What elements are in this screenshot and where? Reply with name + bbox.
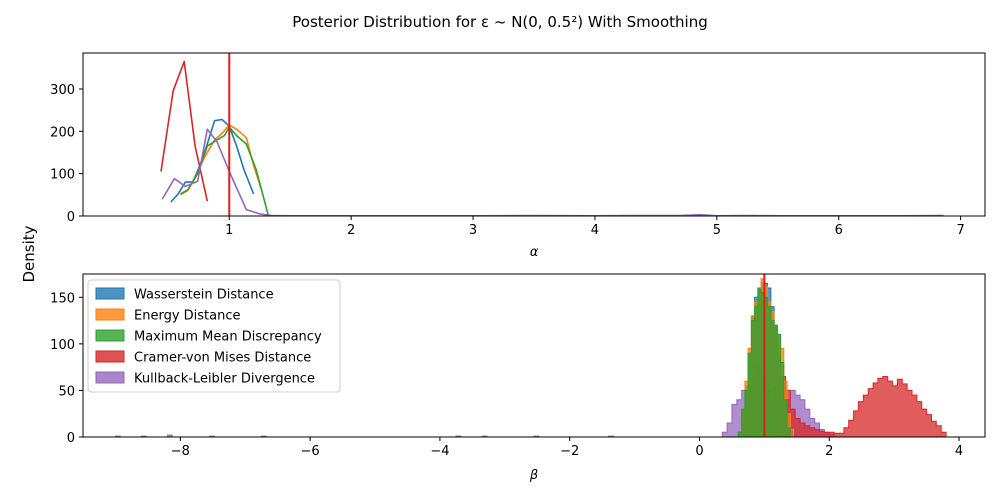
- beta-x-tick-label: −4: [430, 444, 449, 459]
- alpha-x-tick-label: 7: [956, 223, 964, 238]
- legend-swatch-kl: [95, 371, 125, 384]
- beta-y-tick-label: 50: [58, 384, 75, 399]
- figure-title: Posterior Distribution for ε ~ N(0, 0.5²…: [292, 13, 707, 31]
- beta-x-tick-label: 2: [825, 444, 833, 459]
- alpha-x-tick-label: 6: [835, 223, 843, 238]
- alpha-x-axis-label: α: [530, 245, 539, 260]
- alpha-y-tick-label: 100: [50, 168, 75, 183]
- legend-frame: [87, 279, 341, 393]
- beta-x-axis-label: β: [529, 468, 538, 483]
- beta-axis-ticks: −8 −6 −4 −2 0 2 4 0 50 100 150: [50, 291, 963, 459]
- legend-label-mmd: Maximum Mean Discrepancy: [134, 330, 322, 345]
- alpha-y-tick-label: 0: [67, 210, 75, 225]
- alpha-x-tick-label: 4: [591, 223, 599, 238]
- legend-label-cvm: Cramer-von Mises Distance: [134, 351, 311, 366]
- beta-x-tick-label: −8: [171, 444, 190, 459]
- beta-x-tick-label: −2: [560, 444, 579, 459]
- alpha-x-tick-label: 3: [469, 223, 477, 238]
- legend-swatch-wasserstein: [95, 287, 125, 300]
- alpha-y-tick-label: 200: [50, 125, 75, 140]
- legend-swatch-energy: [95, 308, 125, 321]
- beta-y-tick-label: 150: [50, 291, 75, 306]
- alpha-axes-frame: [82, 52, 986, 217]
- alpha-axis-ticks: 1 2 3 4 5 6 7 0 100 200 300: [50, 83, 965, 238]
- alpha-x-tick-label: 2: [347, 223, 355, 238]
- alpha-x-tick-label: 5: [713, 223, 721, 238]
- legend-swatch-cvm: [95, 350, 125, 363]
- beta-y-tick-label: 0: [67, 431, 75, 446]
- alpha-panel: 1 2 3 4 5 6 7 0 100 200 300 α: [50, 52, 986, 260]
- alpha-series-line-wasserstein: [170, 118, 255, 203]
- shared-y-axis-label: Density: [20, 225, 38, 282]
- legend-label-kl: Kullback-Leibler Divergence: [134, 372, 315, 387]
- beta-x-tick-label: 4: [955, 444, 963, 459]
- alpha-y-tick-label: 300: [50, 83, 75, 98]
- beta-y-tick-label: 100: [50, 338, 75, 353]
- legend-label-wasserstein: Wasserstein Distance: [134, 288, 274, 303]
- beta-x-tick-label: 0: [695, 444, 703, 459]
- beta-axes-frame: [82, 273, 986, 438]
- alpha-series-line-cvm: [160, 60, 209, 202]
- legend-swatch-mmd: [95, 329, 125, 342]
- legend-label-energy: Energy Distance: [134, 309, 241, 324]
- legend: Wasserstein Distance Energy Distance Maxim…: [87, 279, 341, 393]
- beta-plot-area: [114, 274, 947, 437]
- alpha-x-tick-label: 1: [225, 223, 233, 238]
- beta-histogram-cvm: [770, 376, 947, 437]
- beta-x-tick-label: −6: [301, 444, 320, 459]
- beta-panel: −8 −6 −4 −2 0 2 4 0 50 100 150 β: [50, 273, 986, 483]
- alpha-series-line-mmd: [180, 126, 270, 216]
